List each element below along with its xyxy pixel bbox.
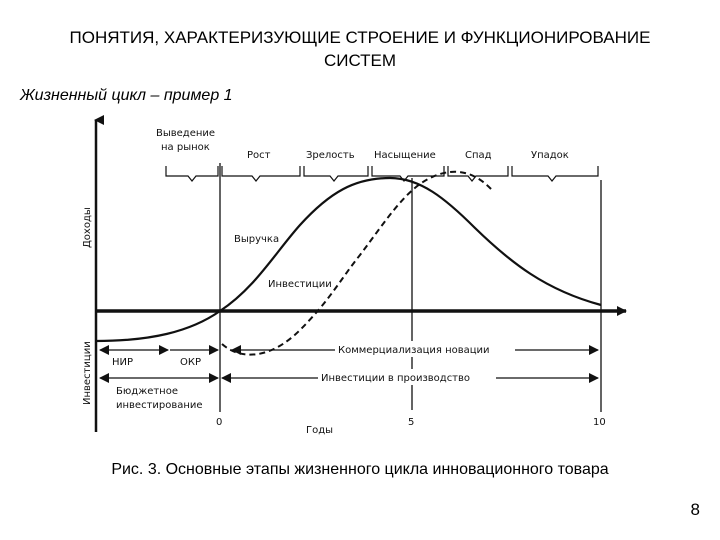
y-axis-label-investment: Инвестиции	[82, 341, 93, 405]
stage-saturation-label: Насыщение	[374, 150, 436, 161]
stage-decline-label: Спад	[465, 150, 492, 161]
budget-label-line2: инвестирование	[116, 400, 203, 411]
stage-braces	[165, 166, 599, 182]
x-tick-5: 5	[408, 417, 414, 428]
stage-intro-label-line2: на рынок	[161, 142, 210, 153]
y-axis-label-revenue: Доходы	[82, 207, 93, 248]
okr-label: ОКР	[180, 357, 201, 368]
stage-growth-label: Рост	[247, 150, 271, 161]
slide-subtitle: Жизненный цикл – пример 1	[20, 87, 233, 104]
revenue-curve-label: Выручка	[234, 234, 279, 245]
stage-intro-label: Выведение	[156, 128, 215, 139]
x-axis-label: Годы	[306, 425, 333, 436]
stage-maturity-label: Зрелость	[306, 150, 355, 161]
slide-title: ПОНЯТИЯ, ХАРАКТЕРИЗУЮЩИЕ СТРОЕНИЕ И ФУНК…	[69, 28, 651, 70]
x-tick-0: 0	[216, 417, 222, 428]
investment-curve	[221, 170, 493, 356]
investment-curve-label: Инвестиции	[268, 279, 332, 290]
production-label: Инвестиции в производство	[321, 373, 470, 384]
commercialization-label: Коммерциализация новации	[338, 345, 490, 356]
page-number: 8	[690, 500, 700, 519]
rnd-label: НИР	[112, 357, 133, 368]
stage-fall-label: Упадок	[531, 150, 569, 161]
revenue-curve	[95, 176, 602, 343]
figure-caption: Рис. 3. Основные этапы жизненного цикла …	[111, 461, 609, 478]
budget-label-line1: Бюджетное	[116, 386, 178, 397]
x-tick-10: 10	[593, 417, 606, 428]
